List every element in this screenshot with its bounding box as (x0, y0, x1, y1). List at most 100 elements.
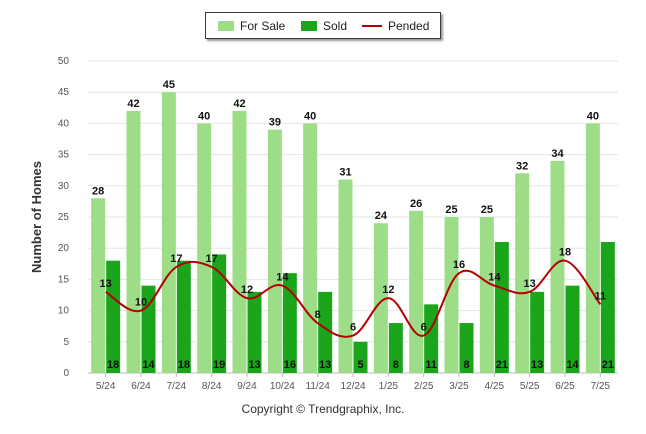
label-sold: 11 (425, 359, 437, 371)
for-sale-swatch (218, 21, 234, 31)
label-for-sale: 40 (304, 110, 316, 122)
x-tick-label: 2/25 (414, 381, 434, 392)
label-pended: 16 (453, 259, 465, 271)
bar-sold[interactable] (565, 285, 580, 373)
legend-label-pended: Pended (388, 19, 430, 33)
legend: For Sale Sold Pended (205, 12, 441, 39)
sold-swatch (301, 21, 317, 31)
y-tick-label: 45 (58, 87, 70, 98)
bar-sold[interactable] (494, 241, 509, 373)
legend-item-sold[interactable]: Sold (301, 19, 347, 33)
bar-for-sale[interactable] (373, 223, 388, 373)
bar-for-sale[interactable] (267, 129, 282, 373)
bar-for-sale[interactable] (585, 123, 600, 374)
x-axis-ticks: 5/24 6/24 7/24 8/24 9/24 10/24 11/24 12/24 1/25 2… (96, 373, 611, 392)
label-pended: 12 (382, 284, 394, 296)
bar-for-sale[interactable] (197, 123, 212, 374)
y-axis-label: Number of Homes (29, 161, 44, 273)
label-pended: 17 (206, 253, 218, 265)
bar-sold[interactable] (212, 254, 227, 373)
label-pended: 12 (241, 284, 253, 296)
label-pended: 8 (315, 309, 321, 321)
legend-item-pended[interactable]: Pended (362, 19, 429, 33)
label-sold: 13 (248, 359, 260, 371)
bar-sold[interactable] (247, 291, 262, 373)
bar-for-sale[interactable] (515, 173, 530, 373)
label-pended: 14 (488, 272, 501, 284)
label-pended: 6 (350, 322, 356, 334)
bar-sold[interactable] (600, 241, 615, 373)
label-pended: 13 (524, 278, 536, 290)
y-tick-label: 40 (58, 118, 70, 129)
x-tick-label: 7/24 (167, 381, 187, 392)
x-tick-label: 10/24 (270, 381, 295, 392)
data-labels: 28 18 42 14 45 18 40 19 42 13 39 16 40 13 31 5 24 8 26 11 25… (92, 79, 614, 371)
label-sold: 8 (393, 359, 399, 371)
pended-swatch (362, 25, 382, 27)
bar-sold[interactable] (388, 323, 403, 373)
bar-sold[interactable] (530, 291, 545, 373)
bar-for-sale[interactable] (126, 110, 141, 374)
legend-label-sold: Sold (323, 19, 348, 33)
y-tick-label: 20 (58, 243, 70, 254)
label-sold: 21 (602, 359, 614, 371)
label-for-sale: 42 (127, 98, 139, 110)
x-tick-label: 1/25 (379, 381, 399, 392)
label-for-sale: 26 (410, 198, 422, 210)
grid-lines (88, 60, 618, 374)
bar-for-sale[interactable] (550, 160, 565, 373)
y-tick-label: 0 (63, 368, 69, 379)
bar-for-sale[interactable] (479, 217, 494, 373)
x-tick-label: 3/25 (449, 381, 469, 392)
label-sold: 14 (142, 359, 155, 371)
label-for-sale: 25 (481, 204, 493, 216)
label-for-sale: 39 (269, 117, 281, 129)
label-pended: 17 (170, 253, 182, 265)
bar-for-sale[interactable] (444, 217, 459, 373)
y-tick-label: 5 (63, 337, 69, 348)
legend-label-for-sale: For Sale (240, 19, 286, 33)
label-pended: 11 (595, 290, 607, 302)
label-sold: 13 (531, 359, 543, 371)
label-for-sale: 25 (445, 204, 457, 216)
bar-sold[interactable] (318, 291, 333, 373)
bar-for-sale[interactable] (303, 123, 318, 374)
x-tick-label: 9/24 (237, 381, 257, 392)
bar-sold[interactable] (459, 323, 474, 373)
y-axis-ticks: 0 5 10 15 20 25 30 35 40 45 50 (58, 56, 70, 379)
y-tick-label: 10 (58, 306, 70, 317)
label-sold: 14 (566, 359, 579, 371)
label-for-sale: 40 (198, 110, 210, 122)
bar-for-sale[interactable] (409, 210, 424, 373)
label-sold: 18 (107, 359, 119, 371)
x-tick-label: 4/25 (485, 381, 505, 392)
label-for-sale: 32 (516, 160, 528, 172)
label-sold: 8 (463, 359, 469, 371)
label-for-sale: 45 (163, 79, 175, 91)
x-tick-label: 5/25 (520, 381, 540, 392)
x-tick-label: 6/24 (131, 381, 151, 392)
bar-for-sale[interactable] (161, 92, 176, 373)
bar-for-sale[interactable] (91, 198, 106, 373)
bar-sold[interactable] (176, 260, 191, 373)
label-sold: 5 (357, 359, 363, 371)
x-tick-label: 11/24 (306, 381, 331, 392)
bar-for-sale[interactable] (338, 179, 353, 373)
label-for-sale: 40 (587, 110, 599, 122)
label-sold: 19 (213, 359, 225, 371)
label-pended: 6 (421, 322, 427, 334)
label-sold: 13 (319, 359, 331, 371)
label-pended: 13 (100, 278, 112, 290)
y-tick-label: 50 (58, 56, 70, 67)
label-sold: 21 (496, 359, 508, 371)
bar-sold[interactable] (353, 341, 368, 373)
legend-item-for-sale[interactable]: For Sale (218, 19, 285, 33)
label-sold: 18 (178, 359, 190, 371)
bar-for-sale[interactable] (232, 110, 247, 374)
bar-sold[interactable] (282, 273, 297, 373)
label-sold: 16 (284, 359, 296, 371)
y-tick-label: 25 (58, 212, 70, 223)
label-pended: 14 (276, 272, 289, 284)
bar-sold[interactable] (106, 260, 121, 373)
x-tick-label: 12/24 (340, 381, 365, 392)
